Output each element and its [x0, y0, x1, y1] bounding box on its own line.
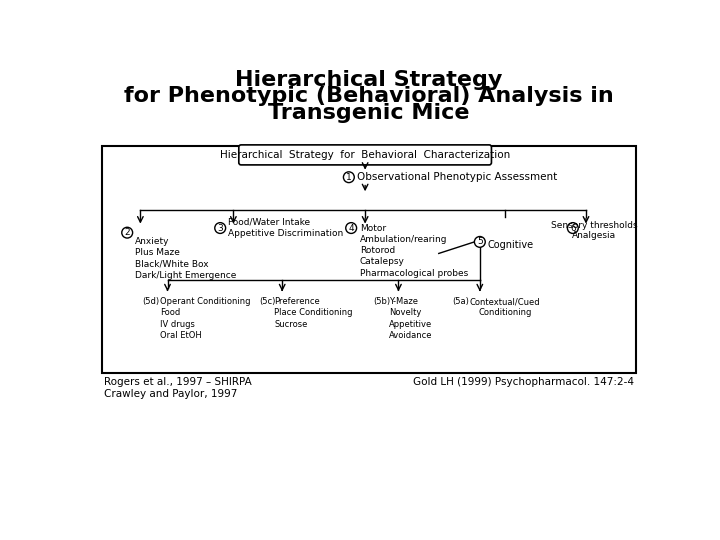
- Text: Preference
Place Conditioning
Sucrose: Preference Place Conditioning Sucrose: [274, 298, 353, 328]
- Text: Hierarchical  Strategy  for  Behavioral  Characterization: Hierarchical Strategy for Behavioral Cha…: [220, 150, 510, 160]
- Text: Y-Maze
Novelty
Appetitive
Avoidance: Y-Maze Novelty Appetitive Avoidance: [389, 298, 433, 340]
- Circle shape: [215, 222, 225, 233]
- Text: (5c): (5c): [259, 298, 275, 306]
- Text: 3: 3: [217, 224, 223, 233]
- Text: 6: 6: [570, 224, 576, 233]
- Text: Contextual/Cued
Conditioning: Contextual/Cued Conditioning: [469, 298, 541, 318]
- Text: Anxiety
Plus Maze
Black/White Box
Dark/Light Emergence: Anxiety Plus Maze Black/White Box Dark/L…: [135, 237, 236, 280]
- Text: Operant Conditioning
Food
IV drugs
Oral EtOH: Operant Conditioning Food IV drugs Oral …: [160, 298, 251, 340]
- Text: Motor
Ambulation/rearing
Rotorod
Catalepsy
Pharmacological probes: Motor Ambulation/rearing Rotorod Catalep…: [360, 224, 468, 278]
- Text: Sensory thresholds
Analgesia: Sensory thresholds Analgesia: [551, 221, 638, 240]
- Text: (5a): (5a): [453, 298, 469, 306]
- Text: Cognitive: Cognitive: [487, 240, 534, 250]
- Text: Observational Phenotypic Assessment: Observational Phenotypic Assessment: [357, 172, 557, 182]
- Text: Gold LH (1999) Psychopharmacol. 147:2-4: Gold LH (1999) Psychopharmacol. 147:2-4: [413, 377, 634, 387]
- Text: (5d): (5d): [143, 298, 160, 306]
- Circle shape: [122, 227, 132, 238]
- Text: Crawley and Paylor, 1997: Crawley and Paylor, 1997: [104, 389, 238, 399]
- Text: 1: 1: [346, 173, 352, 182]
- Circle shape: [346, 222, 356, 233]
- FancyBboxPatch shape: [239, 145, 492, 165]
- Text: 2: 2: [125, 228, 130, 237]
- Text: 5: 5: [477, 238, 482, 246]
- Text: Transgenic Mice: Transgenic Mice: [269, 103, 469, 123]
- Text: 4: 4: [348, 224, 354, 233]
- Text: Hierarchical Strategy: Hierarchical Strategy: [235, 70, 503, 90]
- FancyBboxPatch shape: [102, 146, 636, 373]
- Text: (5b): (5b): [374, 298, 391, 306]
- Text: Rogers et al., 1997 – SHIRPA: Rogers et al., 1997 – SHIRPA: [104, 377, 252, 387]
- Text: Food/Water Intake
Appetitive Discrimination: Food/Water Intake Appetitive Discriminat…: [228, 218, 343, 238]
- Circle shape: [343, 172, 354, 183]
- Circle shape: [567, 222, 578, 233]
- Circle shape: [474, 237, 485, 247]
- Text: for Phenotypic (Behavioral) Analysis in: for Phenotypic (Behavioral) Analysis in: [124, 86, 614, 106]
